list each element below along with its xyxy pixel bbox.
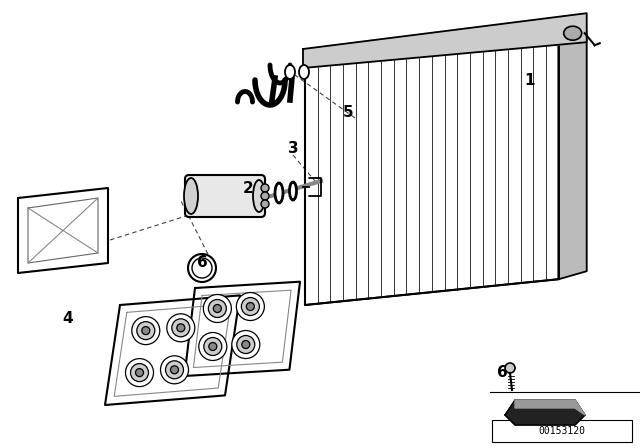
Circle shape <box>505 363 515 373</box>
Text: 1: 1 <box>525 73 535 87</box>
Ellipse shape <box>253 180 265 212</box>
Bar <box>492 420 632 442</box>
Polygon shape <box>303 13 587 68</box>
Circle shape <box>161 356 189 384</box>
Circle shape <box>241 297 259 315</box>
FancyBboxPatch shape <box>185 175 265 217</box>
Text: 4: 4 <box>63 310 74 326</box>
Circle shape <box>131 364 148 382</box>
Text: 5: 5 <box>342 104 353 120</box>
Circle shape <box>166 361 184 379</box>
Circle shape <box>213 305 221 313</box>
Ellipse shape <box>184 178 198 214</box>
Circle shape <box>177 324 185 332</box>
Circle shape <box>209 343 217 350</box>
Polygon shape <box>184 282 300 376</box>
Circle shape <box>261 192 269 200</box>
Circle shape <box>172 319 190 337</box>
Circle shape <box>167 314 195 342</box>
Ellipse shape <box>299 65 309 79</box>
Circle shape <box>261 200 269 208</box>
Circle shape <box>170 366 179 374</box>
Circle shape <box>204 294 232 323</box>
Circle shape <box>137 322 155 340</box>
Circle shape <box>246 302 254 310</box>
Polygon shape <box>559 31 587 279</box>
Ellipse shape <box>564 26 582 40</box>
Polygon shape <box>105 295 240 405</box>
Text: 3: 3 <box>288 141 298 155</box>
Circle shape <box>232 331 260 358</box>
Circle shape <box>192 258 212 278</box>
Ellipse shape <box>275 183 283 203</box>
Circle shape <box>125 358 154 387</box>
Polygon shape <box>505 400 585 425</box>
Polygon shape <box>18 188 108 273</box>
Text: 00153120: 00153120 <box>538 426 586 436</box>
Text: 2: 2 <box>243 181 253 195</box>
Circle shape <box>188 254 216 282</box>
Polygon shape <box>515 400 585 415</box>
Circle shape <box>204 337 222 356</box>
Polygon shape <box>305 39 559 305</box>
Text: 6: 6 <box>196 254 207 270</box>
Circle shape <box>236 293 264 320</box>
Circle shape <box>132 317 160 345</box>
Ellipse shape <box>285 65 295 79</box>
Ellipse shape <box>289 182 296 200</box>
Circle shape <box>199 332 227 361</box>
Circle shape <box>209 300 227 318</box>
Circle shape <box>142 327 150 335</box>
Circle shape <box>136 369 143 377</box>
Circle shape <box>242 340 250 349</box>
Circle shape <box>237 336 255 353</box>
Circle shape <box>261 184 269 192</box>
Text: 6: 6 <box>497 365 508 379</box>
